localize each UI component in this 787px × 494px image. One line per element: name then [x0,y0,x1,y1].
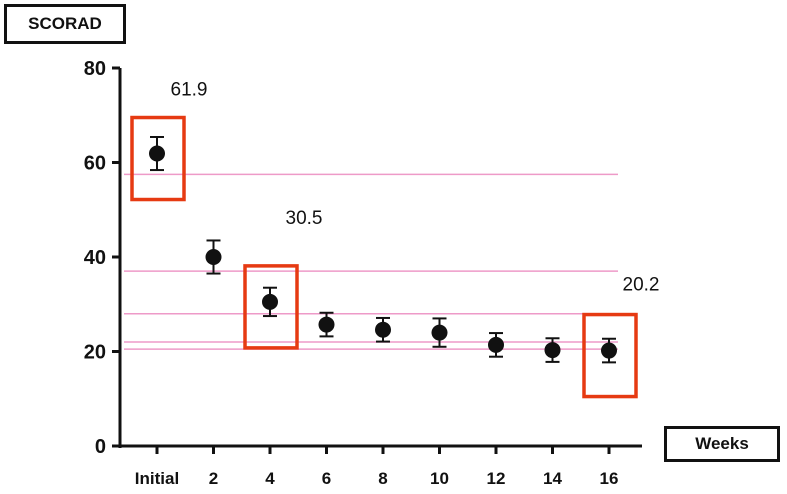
annotation-4: 30.5 [286,208,323,229]
data-point-14 [544,342,561,359]
annotation-16: 20.2 [623,275,660,296]
x-tick-label-14: 14 [543,469,562,488]
x-tick-label-2: 2 [209,469,218,488]
highlight-box-4 [243,264,299,350]
y-tick-label-60: 60 [84,153,106,175]
data-point-6 [318,316,335,333]
annotation-Initial: 61.9 [171,80,208,101]
data-point-2 [205,249,222,265]
x-tick-label-Initial: Initial [135,469,179,488]
x-tick-label-6: 6 [322,469,331,488]
y-axis-label: SCORAD [4,4,126,44]
x-tick-label-12: 12 [487,469,506,488]
y-tick-label-40: 40 [84,247,106,269]
x-tick-label-10: 10 [430,469,449,488]
x-axis-label: Weeks [664,426,780,462]
highlight-box-Initial [130,115,186,202]
y-tick-label-80: 80 [84,58,106,80]
x-tick-label-8: 8 [378,469,387,488]
highlight-box-16 [582,312,638,399]
data-point-12 [488,336,504,353]
data-point-Initial [149,145,165,162]
x-tick-label-4: 4 [265,469,275,488]
x-tick-label-16: 16 [600,469,619,488]
data-point-4 [262,293,278,310]
data-point-16 [601,342,617,359]
y-tick-label-20: 20 [84,342,106,364]
data-point-8 [375,321,391,338]
data-point-10 [431,324,448,341]
y-tick-label-0: 0 [95,436,106,458]
